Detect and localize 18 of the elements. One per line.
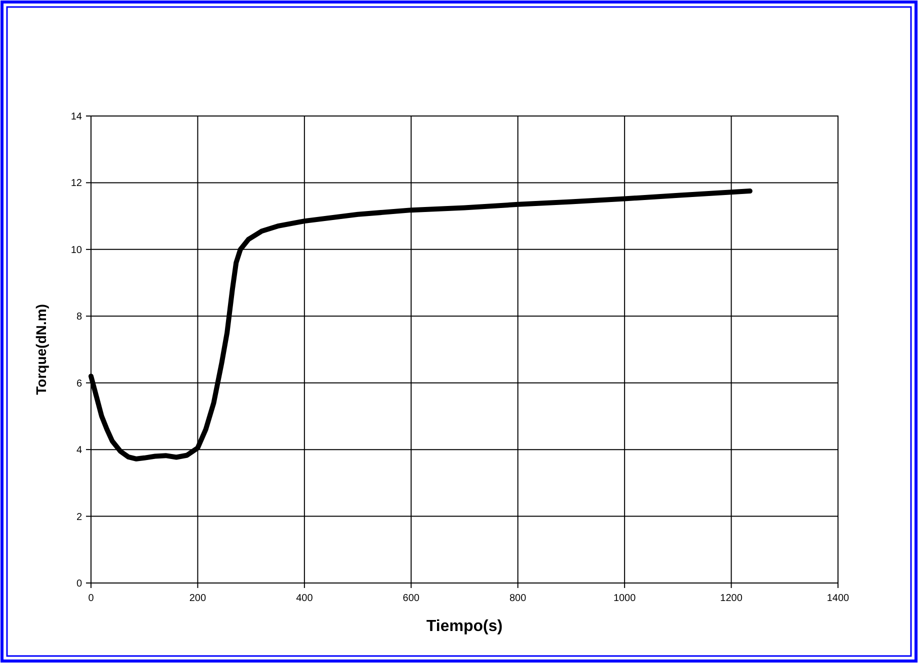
- x-tick-label: 600: [402, 593, 420, 604]
- y-tick-label: 14: [70, 112, 82, 122]
- y-axis-title: Torque(dN.m): [33, 304, 49, 395]
- x-tick-label: 1400: [826, 593, 850, 604]
- y-tick-label: 0: [76, 578, 82, 590]
- x-tick-label: 0: [88, 593, 94, 604]
- y-tick-label: 2: [76, 512, 82, 523]
- x-axis-title: Tiempo(s): [426, 618, 503, 635]
- x-tick-label: 800: [510, 593, 527, 604]
- x-tick-label: 200: [189, 593, 206, 604]
- y-tick-label: 8: [76, 312, 82, 323]
- x-tick-label: 1200: [720, 593, 743, 604]
- y-tick-label: 10: [70, 244, 82, 256]
- x-tick-label: 400: [296, 593, 314, 604]
- x-tick-label: 1000: [613, 593, 636, 604]
- y-tick-label: 4: [76, 445, 82, 456]
- y-tick-label: 6: [76, 378, 82, 390]
- y-tick-label: 12: [70, 178, 82, 190]
